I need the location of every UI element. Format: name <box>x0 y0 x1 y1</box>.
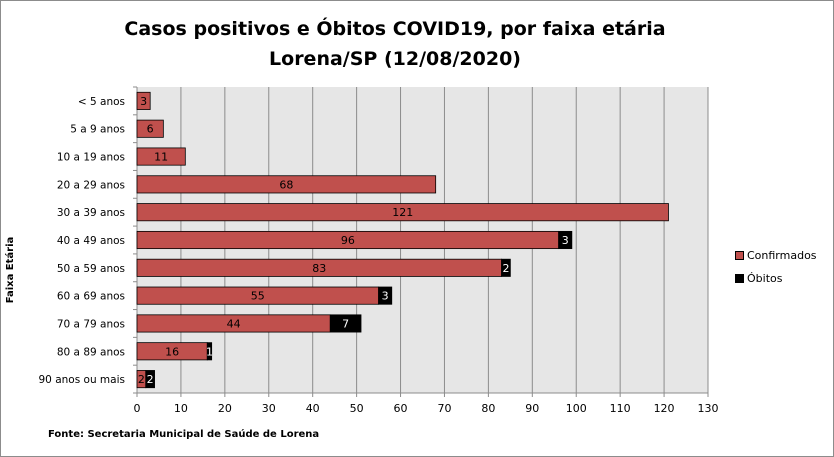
bar-confirmados <box>136 91 151 110</box>
data-label-obitos: 7 <box>342 317 349 330</box>
data-label-confirmados: 96 <box>341 234 355 247</box>
data-label-obitos: 2 <box>502 262 509 275</box>
data-label-obitos: 1 <box>206 345 213 358</box>
bar-obitos <box>501 258 511 277</box>
legend-swatch-confirmados <box>735 251 744 260</box>
bar-obitos <box>558 230 573 250</box>
data-label-confirmados: 6 <box>147 123 154 136</box>
legend-item-confirmados: Confirmados <box>735 244 817 267</box>
y-tick-label: 30 a 39 anos <box>57 207 125 219</box>
data-label-obitos: 3 <box>382 290 389 303</box>
data-label-confirmados: 3 <box>140 95 147 108</box>
y-tick-label: < 5 anos <box>78 96 125 108</box>
x-tick-label: 130 <box>698 402 719 415</box>
x-tick-label: 70 <box>437 402 451 415</box>
x-tick-label: 90 <box>525 402 539 415</box>
data-label-confirmados: 121 <box>392 206 413 219</box>
bar-confirmados <box>136 147 186 166</box>
x-tick-label: 50 <box>350 402 364 415</box>
x-tick-label: 60 <box>394 402 408 415</box>
legend-label-obitos: Óbitos <box>747 272 783 285</box>
data-label-confirmados: 11 <box>154 151 168 164</box>
x-tick-label: 20 <box>218 402 232 415</box>
bar-confirmados <box>136 203 669 222</box>
y-tick-label: 40 a 49 anos <box>57 235 125 247</box>
y-tick-label: 20 a 29 anos <box>57 179 125 191</box>
bar-obitos <box>206 342 213 361</box>
bar-obitos <box>378 286 393 305</box>
data-label-obitos: 3 <box>562 234 569 247</box>
data-label-confirmados: 44 <box>227 317 241 330</box>
y-tick-label: 70 a 79 anos <box>57 318 125 330</box>
data-label-confirmados: 2 <box>138 373 145 386</box>
x-tick-label: 0 <box>134 402 141 415</box>
chart-title: Casos positivos e Óbitos COVID19, por fa… <box>0 14 790 74</box>
bar-obitos <box>329 314 362 333</box>
x-tick-label: 40 <box>306 402 320 415</box>
x-tick-label: 110 <box>610 402 631 415</box>
x-tick-label: 100 <box>566 402 587 415</box>
y-tick-label: 60 a 69 anos <box>57 291 125 303</box>
legend: Confirmados Óbitos <box>735 244 817 290</box>
x-tick-label: 80 <box>481 402 495 415</box>
y-tick-label: 10 a 19 anos <box>57 152 125 164</box>
x-tick-label: 30 <box>262 402 276 415</box>
data-label-confirmados: 55 <box>251 290 265 303</box>
y-tick-label: 80 a 89 anos <box>57 346 125 358</box>
data-label-confirmados: 83 <box>312 262 326 275</box>
data-label-obitos: 2 <box>147 373 154 386</box>
y-tick-label: 5 a 9 anos <box>70 124 125 136</box>
source-note: Fonte: Secretaria Municipal de Saúde de … <box>48 429 320 440</box>
legend-swatch-obitos <box>735 274 744 283</box>
chart-title-line-2: Lorena/SP (12/08/2020) <box>269 48 521 70</box>
bar-confirmados <box>136 119 164 138</box>
y-tick-label: 90 anos ou mais <box>39 374 126 386</box>
x-tick-label: 120 <box>654 402 675 415</box>
bar-confirmados <box>136 175 437 194</box>
data-label-confirmados: 68 <box>279 178 293 191</box>
chart-title-line-1: Casos positivos e Óbitos COVID19, por fa… <box>124 18 666 40</box>
bar-obitos <box>145 370 155 389</box>
legend-item-obitos: Óbitos <box>735 267 817 290</box>
legend-label-confirmados: Confirmados <box>747 249 817 262</box>
data-label-confirmados: 16 <box>165 345 179 358</box>
x-tick-label: 10 <box>174 402 188 415</box>
y-tick-label: 50 a 59 anos <box>57 263 125 275</box>
